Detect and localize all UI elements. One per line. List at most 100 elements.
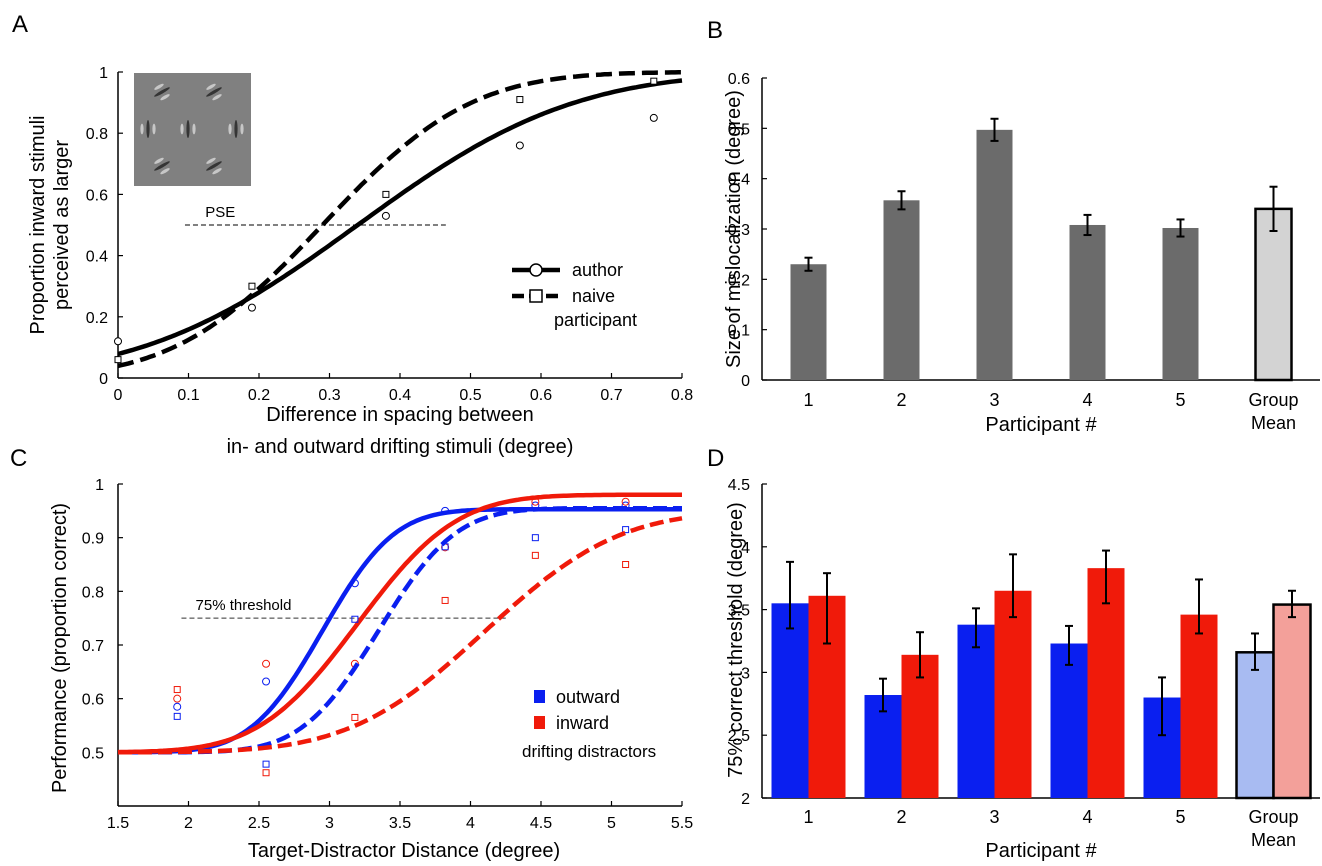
data-point-square xyxy=(622,561,630,568)
gabor-stripe xyxy=(154,157,164,164)
y-tick-label: 0.7 xyxy=(82,638,104,655)
bar-participant xyxy=(1162,227,1199,380)
y-tick-label: 0 xyxy=(99,371,108,388)
data-point-author xyxy=(381,211,390,220)
gabor-stripe xyxy=(154,87,170,97)
gabor-stripe xyxy=(240,123,244,135)
panel-label-a: A xyxy=(12,11,28,38)
x-tick-label: 0.2 xyxy=(248,387,270,404)
y-tick-label: 4.5 xyxy=(728,477,750,494)
y-tick-label: 4 xyxy=(741,540,750,557)
stimulus-inset-image xyxy=(134,73,251,186)
bar-outward xyxy=(771,603,809,798)
x-tick-label: 4.5 xyxy=(530,815,552,832)
x-tick-label: 0.1 xyxy=(177,387,199,404)
y-tick-label: 0 xyxy=(741,373,750,390)
x-tick-label: 4 xyxy=(466,815,475,832)
y-axis-label: 75% correct threshold (degree) xyxy=(725,502,747,778)
y-tick-label: 0.9 xyxy=(82,531,104,548)
data-point-circle xyxy=(441,506,450,515)
data-point-square xyxy=(351,615,359,623)
data-point-circle xyxy=(262,677,271,686)
bar-group-mean-inward xyxy=(1272,603,1312,800)
category-label: 1 xyxy=(803,807,813,827)
x-tick-label: 0.8 xyxy=(671,387,693,404)
y-tick-label: 0.4 xyxy=(728,172,750,189)
legend-label-drifting-distractors: drifting distractors xyxy=(522,742,656,761)
x-axis-label: Participant # xyxy=(985,414,1097,436)
category-label: 4 xyxy=(1082,390,1092,410)
gabor-stripe xyxy=(154,83,164,90)
gabor-stripe xyxy=(206,161,222,171)
gabor-stripe xyxy=(186,120,190,138)
y-axis-label: Size of mislocalization (degree) xyxy=(723,90,745,368)
data-point-circle xyxy=(350,579,359,588)
y-tick-label: 0.3 xyxy=(728,222,750,239)
data-point-naive xyxy=(248,282,256,290)
y-tick-label: 0.4 xyxy=(86,249,108,266)
gabor-patch xyxy=(154,83,170,101)
category-label: Mean xyxy=(1251,830,1296,850)
gabor-stripe xyxy=(146,120,150,138)
gabor-stripe xyxy=(192,123,196,135)
legend-marker-naive xyxy=(529,289,543,303)
legend-marker-author xyxy=(529,263,543,277)
data-point-author xyxy=(114,337,122,346)
panel-label-b: B xyxy=(707,17,723,44)
x-tick-label: 5 xyxy=(607,815,616,832)
y-tick-label: 2 xyxy=(741,791,750,808)
gabor-stripe xyxy=(160,168,170,175)
bar-outward xyxy=(957,624,995,798)
x-axis-label: Participant # xyxy=(985,840,1097,862)
x-axis-label: Target-Distractor Distance (degree) xyxy=(248,840,560,862)
x-tick-label: 3.5 xyxy=(389,815,411,832)
panel-b-mislocalization-bar-chart: 0 0.1 0.2 0.3 0.4 0.5 0.6 1 2 3 4 5 Group Mean Partici… xyxy=(723,71,1320,436)
panel-label-c: C xyxy=(10,445,27,472)
panel-a-psychometric-chart: 0 0.1 0.2 0.3 0.4 0.5 0.6 0.7 0.8 0 0.2 0.4 0.6 0.8 1 D… xyxy=(27,65,693,458)
threshold-label: 75% threshold xyxy=(196,597,292,614)
x-tick-label: 0.3 xyxy=(318,387,340,404)
data-point-square xyxy=(262,760,270,768)
gabor-stripe xyxy=(206,83,216,90)
fit-curve-outward-naive xyxy=(118,505,682,755)
gabor-stripe xyxy=(152,123,156,135)
data-point-circle xyxy=(173,694,182,703)
fit-curve-inward-naive xyxy=(118,516,683,755)
gabor-patch xyxy=(154,157,170,175)
category-label: Group xyxy=(1248,807,1298,827)
panel-label-d: D xyxy=(707,445,724,472)
panel-c-performance-chart: 1.5 2 2.5 3 3.5 4 4.5 5 5.5 0.5 0.6 0.7 0.8 0.9 1 Targe… xyxy=(49,477,693,862)
x-tick-label: 3 xyxy=(325,815,334,832)
gabor-patch xyxy=(228,120,244,138)
gabor-stripe xyxy=(206,87,222,97)
gabor-stripe xyxy=(212,168,222,175)
category-label: 4 xyxy=(1082,807,1092,827)
category-label: Group xyxy=(1248,390,1298,410)
y-axis-label: perceived as larger xyxy=(51,140,73,310)
legend-label-inward: inward xyxy=(556,713,609,733)
bar-group-mean-outward xyxy=(1235,651,1275,800)
legend-swatch-inward xyxy=(534,716,545,729)
x-tick-label: 0.5 xyxy=(459,387,481,404)
data-point-author xyxy=(515,141,524,150)
gabor-stripe xyxy=(206,157,216,164)
data-point-circle xyxy=(173,702,182,711)
category-label: 2 xyxy=(896,390,906,410)
data-point-square xyxy=(173,712,181,720)
bar-participant xyxy=(790,264,827,380)
data-point-circle xyxy=(621,497,630,506)
gabor-stripe xyxy=(180,123,184,135)
data-point-naive xyxy=(382,190,390,198)
data-point-square xyxy=(262,769,270,777)
category-label: 3 xyxy=(989,807,999,827)
y-axis-label: Performance (proportion correct) xyxy=(49,503,71,793)
y-tick-label: 2.5 xyxy=(728,728,750,745)
fit-curve-naive-participant xyxy=(117,70,682,369)
fit-curve-author xyxy=(117,78,683,357)
y-tick-label: 0.8 xyxy=(86,126,108,143)
data-point-naive xyxy=(650,77,658,85)
data-point-naive xyxy=(516,96,524,104)
data-point-circle xyxy=(262,659,271,668)
gabor-stripe xyxy=(140,123,144,135)
